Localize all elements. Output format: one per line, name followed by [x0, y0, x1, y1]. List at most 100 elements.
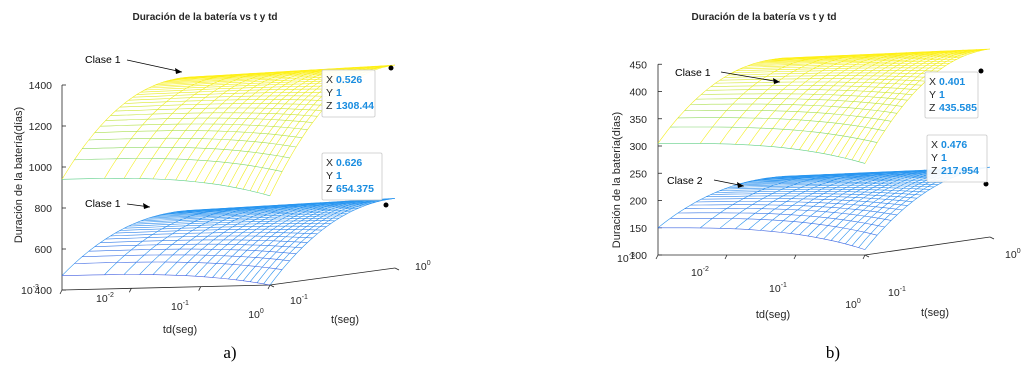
surface-t-line [100, 239, 308, 243]
datatip-box [321, 152, 383, 201]
surface-t-line [670, 218, 878, 236]
datatip-key-z: Z [931, 165, 938, 177]
datatip-key-y: Y [929, 89, 936, 101]
surface-td-line [858, 49, 984, 162]
z-tick-label: 350 [629, 114, 647, 126]
datatip-key-x: X [931, 139, 938, 151]
surface-td-line [164, 70, 292, 180]
y-tick-label: 100 [415, 260, 431, 273]
surface-t-line [124, 99, 331, 104]
x-tick-label: 10-2 [96, 292, 114, 305]
datatip-value-y: 1 [941, 152, 947, 164]
y-tick-label-exp: 0 [427, 260, 431, 267]
x-tick-label-exp: -1 [183, 300, 189, 307]
surface-t-line [732, 70, 939, 74]
z-tick-label: 450 [629, 59, 647, 71]
surface-td-line [61, 76, 191, 180]
x-tick-mark [793, 254, 797, 260]
z-tick-label: 600 [34, 244, 52, 256]
x-tick-label: 100 [248, 308, 264, 321]
surface-t-line [728, 185, 935, 188]
z-tick-label: 300 [629, 141, 647, 153]
y-tick-mark [269, 284, 275, 288]
surface-t-line [163, 204, 369, 215]
datatip-box [321, 69, 376, 118]
surface-t-line [128, 95, 336, 101]
surface-t-line [105, 235, 313, 240]
y-tick-label-base: 10 [888, 287, 900, 299]
datatip-value-y: 1 [939, 89, 945, 101]
surface-t-line [173, 201, 379, 213]
series-name-label: Clase 2 [667, 175, 703, 187]
surface-td-line [790, 170, 917, 234]
x-tick-label-base: 10 [845, 299, 857, 311]
surface-td-line [61, 210, 191, 276]
z-tick-label: 100 [629, 250, 647, 262]
datatip-value-y: 1 [336, 87, 342, 99]
z-tick-label: 200 [629, 196, 647, 208]
surface-t-line [110, 112, 318, 117]
surface-td-line [735, 54, 862, 145]
surface-t-line [176, 200, 383, 212]
surface-t-line [715, 81, 922, 86]
surface-t-line [743, 63, 950, 68]
datatip-marker [978, 68, 984, 74]
x-axis-line [61, 284, 271, 291]
y-axis-line [269, 267, 396, 286]
surface-td-line [263, 198, 389, 285]
surface-t-line [74, 261, 283, 270]
z-tick-label: 1000 [29, 162, 53, 174]
surface-t-line [148, 209, 355, 219]
surface-t-line [189, 64, 396, 78]
y-tick-label-exp: -1 [302, 294, 308, 301]
surface-t-line [136, 215, 344, 223]
datatip-key-x: X [326, 157, 333, 169]
surface-t-line [658, 143, 866, 164]
surface-t-line [132, 217, 340, 225]
surface-td-line [152, 71, 280, 180]
surface-t-line [119, 103, 327, 108]
surface-td-line [235, 200, 362, 281]
z-axis-label: Duración de la batería(días) [13, 107, 25, 243]
surface-td-line [228, 200, 355, 280]
series-arrow [126, 59, 183, 73]
x-tick-label: 10-2 [691, 266, 709, 279]
surface-t-line [128, 220, 336, 227]
panel-label: b) [826, 343, 840, 362]
surface-t-line [159, 205, 366, 216]
surface-t-line [728, 72, 935, 76]
surface-t-line [82, 146, 290, 159]
x-tick-mark [655, 254, 659, 260]
surface-t-line [736, 181, 942, 186]
surface-t-line [110, 232, 318, 237]
surface-t-line [166, 202, 373, 214]
surface-td-line [194, 69, 322, 182]
x-tick-mark [862, 254, 866, 260]
series-name-label: Clase 1 [675, 67, 711, 79]
datatip-key-z: Z [326, 183, 333, 195]
x-tick-label-exp: -2 [108, 292, 114, 299]
surface-t-line [115, 107, 323, 112]
surface-td-line [780, 52, 907, 148]
surface-t-line [152, 208, 359, 218]
surface-t-line [761, 54, 968, 62]
series-name-label: Clase 1 [85, 54, 121, 66]
surface-t-line [695, 98, 903, 107]
surface-t-line [88, 248, 297, 254]
datatip-value-z: 217.954 [941, 165, 979, 177]
x-axis-label: td(seg) [163, 324, 197, 336]
series-arrowhead [175, 68, 182, 74]
x-tick-label-exp: -3 [33, 284, 39, 291]
datatip-value-x: 0.626 [336, 157, 362, 169]
surface-td-line [699, 55, 827, 144]
surface-td-line [249, 199, 376, 282]
datatip-value-z: 435.585 [939, 102, 977, 114]
chart-title: Duración de la batería vs t y td [132, 12, 277, 23]
surface-t-line [176, 67, 383, 79]
surface-td-line [269, 198, 396, 286]
surface-td-line [748, 53, 875, 146]
surface-td-line [657, 57, 786, 144]
